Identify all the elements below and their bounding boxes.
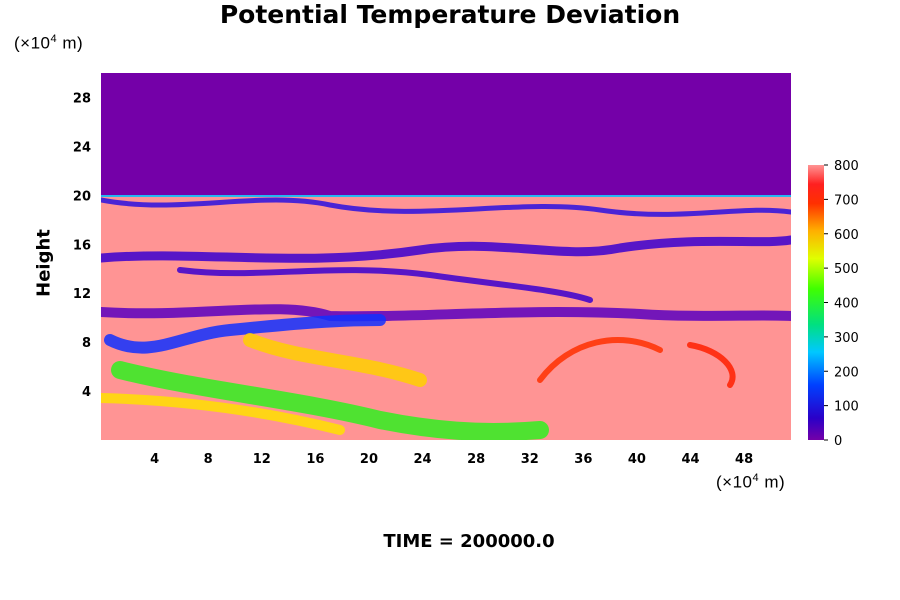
heatmap-field (101, 73, 791, 440)
colorbar-tick-label: 500 (834, 262, 859, 277)
field-structure-7 (243, 333, 427, 387)
field-region-0 (101, 73, 791, 196)
y-tick-label: 20 (73, 189, 91, 204)
colorbar-tick-label: 600 (834, 228, 859, 243)
y-unit-label: (×104 m) (14, 33, 84, 53)
x-tick-label: 24 (414, 452, 432, 467)
field-structure-9 (687, 342, 736, 388)
y-tick-label: 16 (73, 238, 91, 253)
colorbar-tick-label: 100 (834, 400, 859, 415)
x-unit-label: (×104 m) (716, 472, 786, 492)
chart-title: Potential Temperature Deviation (219, 0, 681, 29)
field-structure-4 (104, 314, 386, 354)
y-tick-label: 12 (73, 287, 91, 302)
field-structure-1 (101, 235, 791, 263)
y-tick-label: 4 (82, 385, 91, 400)
x-tick-label: 12 (253, 452, 271, 467)
y-tick-label: 8 (82, 336, 91, 351)
field-structure-5 (111, 361, 549, 440)
colorbar-tick-label: 400 (834, 297, 859, 312)
x-tick-label: 48 (735, 452, 753, 467)
colorbar (808, 165, 824, 440)
x-tick-label: 20 (360, 452, 378, 467)
x-tick-label: 4 (150, 452, 159, 467)
colorbar-tick-label: 800 (834, 159, 859, 174)
x-tick-label: 32 (521, 452, 539, 467)
field-structure-8 (537, 337, 663, 383)
field-structure-6 (101, 393, 345, 435)
y-tick-label: 24 (73, 140, 91, 155)
time-annotation: TIME = 200000.0 (383, 531, 555, 552)
field-structure-3 (101, 304, 791, 322)
x-tick-label: 8 (204, 452, 213, 467)
colorbar-tick-label: 700 (834, 193, 859, 208)
x-tick-label: 36 (574, 452, 592, 467)
y-tick-label: 28 (73, 91, 91, 106)
field-structure-2 (177, 267, 593, 303)
x-tick-label: 16 (306, 452, 324, 467)
colorbar-tick-label: 200 (834, 365, 859, 380)
field-structure-0 (101, 197, 791, 217)
colorbar-tick-label: 0 (834, 434, 842, 449)
colorbar-tick-label: 300 (834, 331, 859, 346)
x-tick-label: 40 (628, 452, 646, 467)
x-tick-label: 28 (467, 452, 485, 467)
x-tick-label: 44 (681, 452, 699, 467)
